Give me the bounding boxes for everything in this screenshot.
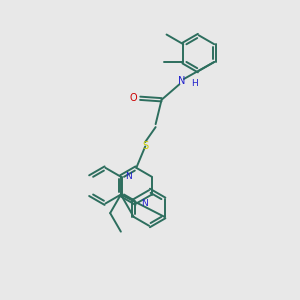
Text: H: H bbox=[191, 79, 198, 88]
Text: N: N bbox=[141, 199, 148, 208]
Text: N: N bbox=[178, 76, 185, 86]
Text: O: O bbox=[130, 93, 137, 103]
Text: N: N bbox=[126, 172, 132, 181]
Text: S: S bbox=[142, 141, 148, 152]
